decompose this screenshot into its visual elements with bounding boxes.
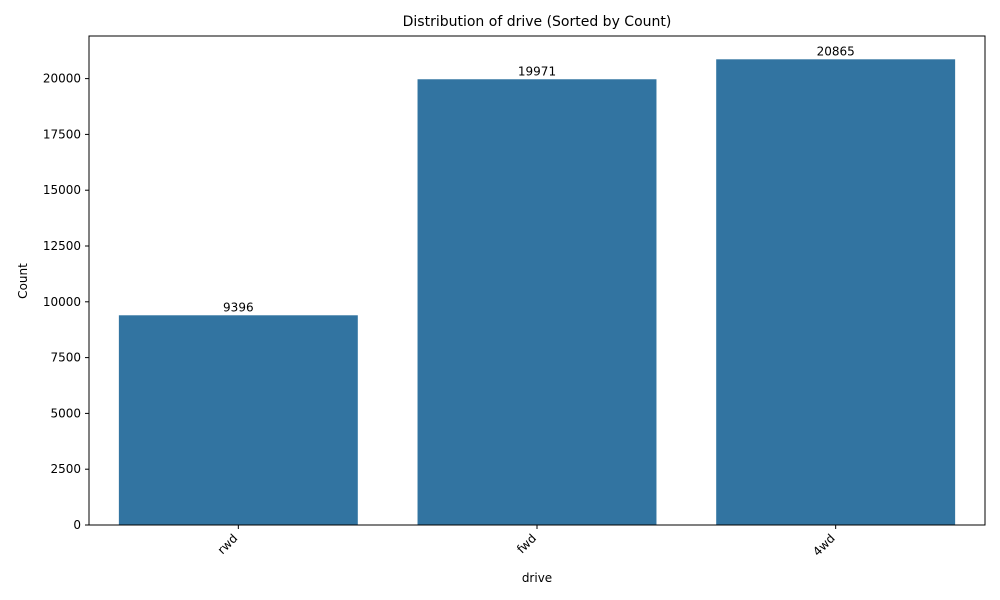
y-axis: 0 2500 5000 7500 10000 12500 15000 17500 20000: [43, 72, 89, 532]
x-tick-label: fwd: [514, 531, 539, 556]
data-label: 19971: [518, 64, 556, 78]
y-tick-label: 15000: [43, 183, 81, 197]
x-tick-label: rwd: [215, 531, 241, 557]
bars-group: [118, 59, 956, 525]
x-tick-label: 4wd: [810, 531, 838, 559]
data-label: 9396: [223, 300, 254, 314]
data-label: 20865: [817, 44, 855, 58]
y-tick-label: 7500: [50, 351, 81, 365]
bar-rwd: [118, 315, 358, 525]
y-tick-label: 5000: [50, 406, 81, 420]
y-tick-label: 17500: [43, 127, 81, 141]
y-tick-label: 20000: [43, 72, 81, 86]
x-axis-label: drive: [522, 571, 552, 585]
y-tick-label: 0: [73, 518, 81, 532]
plot-frame: [88, 35, 986, 526]
y-tick-label: 2500: [50, 462, 81, 476]
data-labels-group: 9396 19971 20865: [223, 44, 855, 314]
y-tick-label: 12500: [43, 239, 81, 253]
y-axis-label: Count: [16, 263, 30, 299]
bar-4wd: [716, 59, 956, 525]
x-axis: rwd fwd 4wd: [215, 525, 838, 559]
chart-title: Distribution of drive (Sorted by Count): [403, 14, 672, 30]
y-tick-label: 10000: [43, 295, 81, 309]
bar-fwd: [417, 79, 657, 525]
